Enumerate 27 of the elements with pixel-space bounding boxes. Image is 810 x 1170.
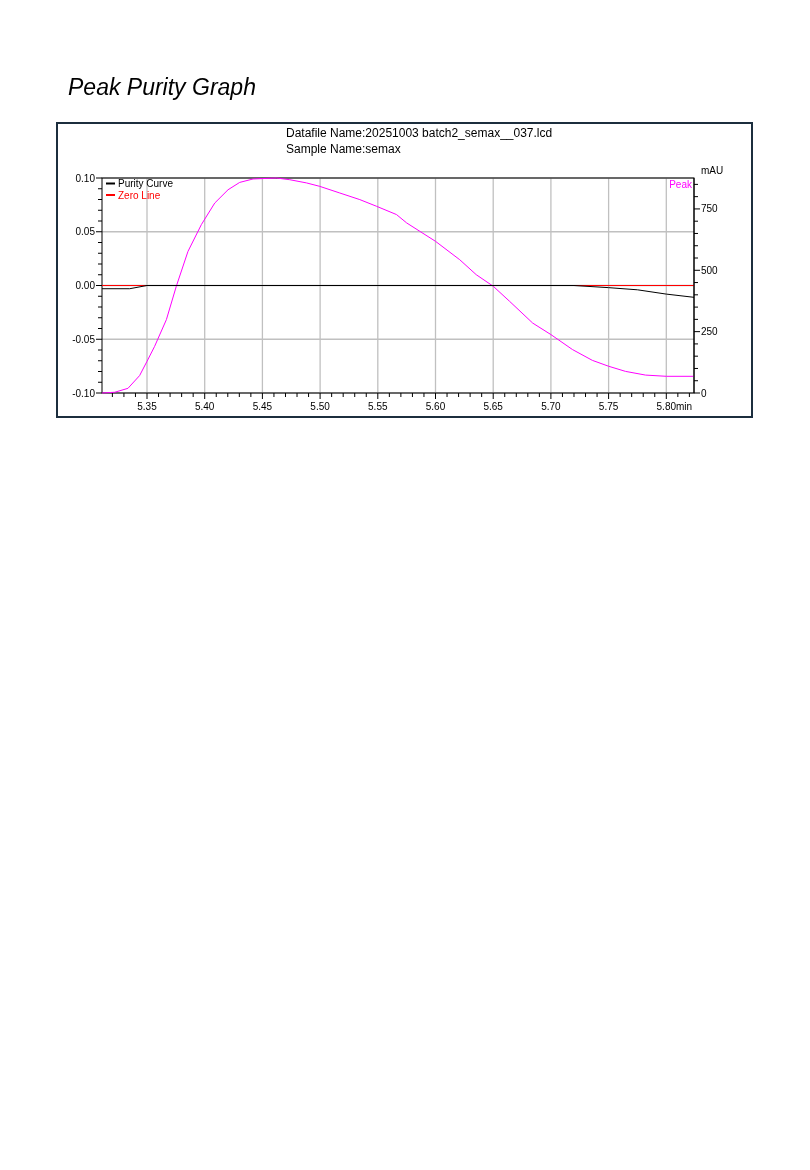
x-tick-label: 5.65 [483,401,504,412]
y-tick-label: 0.00 [75,280,96,291]
x-axis-title: min [675,401,692,412]
x-tick-label: 5.75 [598,401,619,412]
chart-title: Peak Purity Graph [68,74,256,100]
y2-tick-label: 250 [701,326,719,338]
x-tick-label: 5.55 [368,401,388,412]
x-tick-label: 5.35 [137,401,158,412]
y2-tick-label: 500 [701,264,719,276]
legend-label: Purity Curve [118,178,174,189]
x-tick-label: 5.80 [656,401,677,412]
x-tick-label: 5.40 [194,401,215,412]
y2-tick-label: 0 [701,387,707,399]
y-tick-label: 0.10 [75,172,96,184]
x-tick-label: 5.45 [252,401,273,412]
x-tick-label: 5.70 [541,401,562,412]
text: Peak [669,179,693,190]
x-tick-label: 5.60 [425,401,446,412]
text: Sample Name:semax [286,142,401,156]
y2-axis-title: mAU [701,165,724,176]
y2-tick-label: 750 [701,203,719,215]
y-tick-label: -0.10 [72,387,96,399]
text: Datafile Name:20251003 batch2_semax__037.lcd [286,126,553,140]
y-tick-label: -0.05 [72,333,96,345]
y-tick-label: 0.05 [75,226,96,238]
x-tick-label: 5.50 [310,401,331,412]
legend-label: Zero Line [118,189,161,201]
